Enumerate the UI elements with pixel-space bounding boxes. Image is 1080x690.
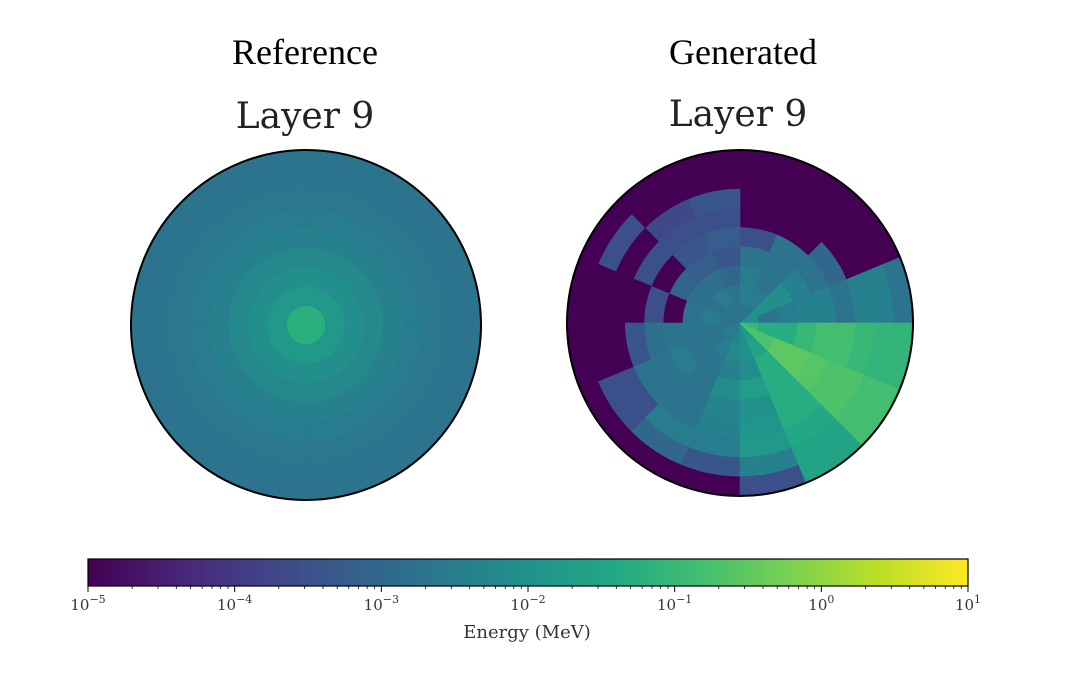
colorbar-tick-label: 10−1 xyxy=(657,593,692,614)
reference-layer-title: Layer 9 xyxy=(236,96,375,137)
colorbar-tick-label: 10−4 xyxy=(217,593,252,614)
generated-layer-title: Layer 9 xyxy=(669,94,808,135)
generated-polar-heatmap xyxy=(566,149,914,497)
colorbar-tick-label: 101 xyxy=(955,593,981,614)
colorbar-ticks: 10−5 10−4 10−3 10−2 10−1 100 101 xyxy=(70,586,981,614)
colorbar-tick-label: 10−5 xyxy=(70,593,105,614)
colorbar-tick-label: 100 xyxy=(808,593,834,614)
polar-outline xyxy=(566,149,914,497)
reference-polar-heatmap xyxy=(130,149,482,501)
colorbar-tick-label: 10−3 xyxy=(364,593,399,614)
reference-column-title: Reference xyxy=(232,32,378,72)
generated-column-title: Generated xyxy=(669,32,817,72)
colorbar xyxy=(87,558,969,587)
colorbar-tick-label: 10−2 xyxy=(510,593,545,614)
colorbar-label: Energy (MeV) xyxy=(463,622,591,643)
polar-outline xyxy=(130,149,482,501)
